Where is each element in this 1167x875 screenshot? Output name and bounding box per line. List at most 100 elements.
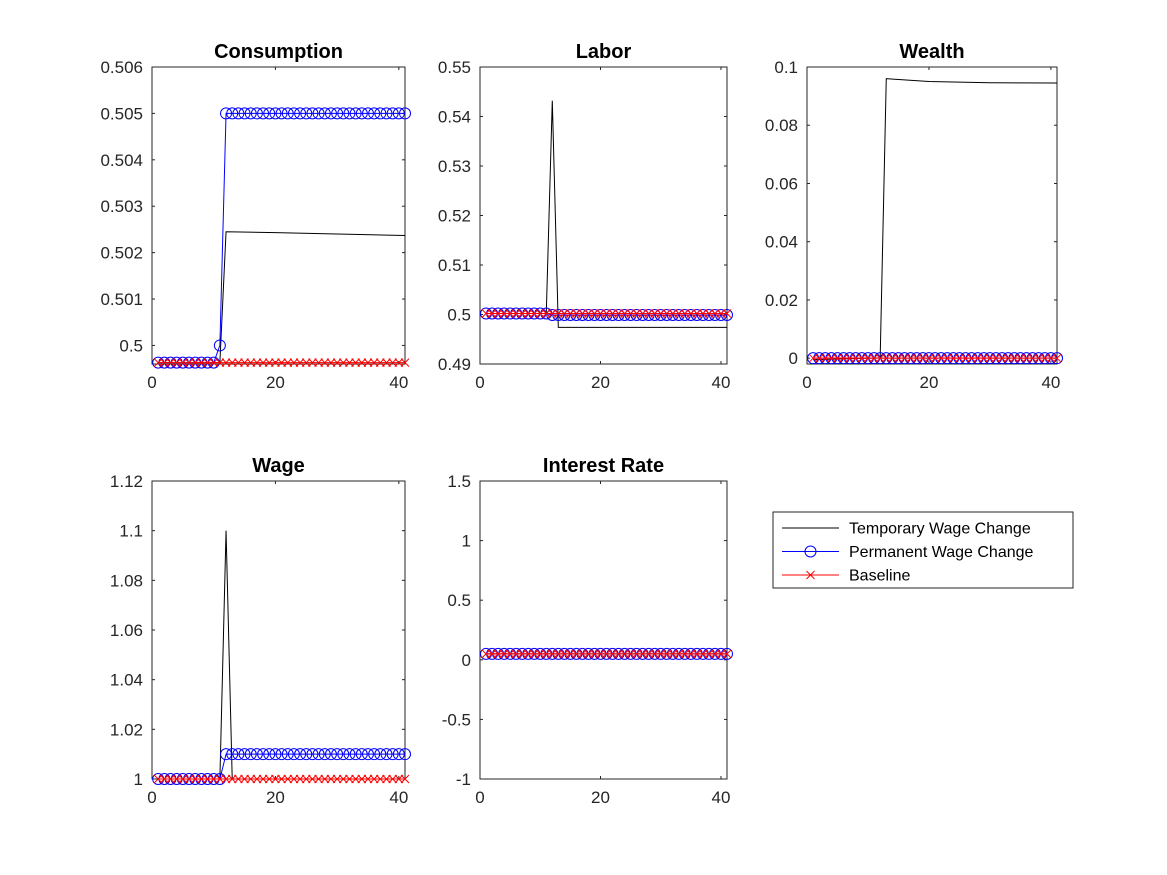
circle-marker bbox=[696, 308, 709, 321]
cross-marker bbox=[839, 353, 848, 363]
circle-marker bbox=[570, 308, 583, 321]
x-tick-label: 40 bbox=[389, 788, 408, 807]
x-tick-label: 40 bbox=[389, 373, 408, 392]
cross-marker bbox=[833, 353, 842, 363]
circle-marker bbox=[552, 308, 565, 321]
cross-marker bbox=[289, 358, 299, 367]
circle-marker bbox=[213, 339, 226, 352]
cross-marker bbox=[363, 358, 373, 367]
circle-marker bbox=[361, 107, 374, 120]
y-tick-label: 0.505 bbox=[100, 104, 143, 123]
cross-marker bbox=[845, 353, 855, 363]
y-tick-label: 0.08 bbox=[765, 116, 798, 135]
cross-marker bbox=[1046, 353, 1056, 363]
cross-marker bbox=[875, 353, 885, 363]
circle-marker bbox=[238, 748, 251, 761]
y-tick-label: 0.55 bbox=[438, 58, 471, 77]
cross-marker bbox=[955, 353, 964, 363]
circle-marker bbox=[250, 748, 263, 761]
cross-marker bbox=[375, 774, 385, 784]
circle-marker bbox=[678, 308, 691, 321]
circle-marker bbox=[318, 107, 331, 120]
circle-marker bbox=[654, 308, 667, 321]
circle-marker bbox=[337, 107, 350, 120]
y-tick-label: 1 bbox=[134, 770, 143, 789]
subplot-title: Wealth bbox=[899, 41, 964, 63]
y-tick-label: 0.504 bbox=[100, 151, 143, 170]
circle-marker bbox=[582, 308, 595, 321]
y-tick-label: 0.506 bbox=[100, 58, 143, 77]
cross-marker bbox=[857, 353, 867, 363]
circle-marker bbox=[324, 748, 337, 761]
circle-marker bbox=[343, 107, 356, 120]
cross-marker bbox=[375, 358, 385, 367]
cross-marker bbox=[1028, 353, 1037, 363]
axes-box bbox=[806, 66, 1058, 365]
y-tick-label: 0.06 bbox=[765, 174, 798, 193]
y-tick-label: 1.08 bbox=[110, 571, 143, 590]
circle-marker bbox=[281, 748, 294, 761]
circle-marker bbox=[306, 107, 319, 120]
legend-circle-marker bbox=[804, 545, 817, 558]
cross-marker bbox=[351, 774, 360, 784]
y-tick-label: 0.54 bbox=[438, 108, 471, 127]
axes-box bbox=[151, 480, 406, 780]
circle-marker bbox=[226, 748, 239, 761]
x-tick-label: 20 bbox=[591, 788, 610, 807]
cross-marker bbox=[258, 358, 268, 367]
cross-marker bbox=[338, 774, 348, 784]
cross-marker bbox=[184, 358, 194, 367]
cross-marker bbox=[209, 358, 219, 367]
cross-marker bbox=[918, 353, 928, 363]
cross-marker bbox=[215, 774, 225, 784]
y-tick-label: 1.02 bbox=[110, 720, 143, 739]
subplot-interest-rate: Interest Rate 0 20 40 -1 -0.5 0 0.5 1 1.5 bbox=[442, 455, 733, 807]
circle-marker bbox=[392, 107, 405, 120]
circle-marker bbox=[232, 107, 245, 120]
cross-marker bbox=[277, 358, 286, 367]
cross-marker bbox=[814, 353, 824, 363]
circle-marker bbox=[355, 748, 368, 761]
circle-marker bbox=[386, 748, 399, 761]
circle-marker bbox=[250, 107, 263, 120]
circle-marker bbox=[220, 748, 233, 761]
cross-marker bbox=[234, 774, 243, 784]
cross-marker bbox=[930, 353, 940, 363]
cross-marker bbox=[172, 774, 182, 784]
y-tick-label: -0.5 bbox=[442, 710, 471, 729]
cross-marker bbox=[345, 774, 354, 784]
cross-marker bbox=[172, 358, 182, 367]
x-tick-label: 40 bbox=[712, 373, 731, 392]
circle-marker bbox=[269, 107, 282, 120]
y-tick-label: 0.1 bbox=[774, 58, 798, 77]
cross-marker bbox=[863, 353, 873, 363]
subplot-wage: Wage 0 20 40 1 1.02 1.04 1.06 1.08 1.1 1.12 bbox=[110, 455, 411, 807]
y-tick-label: 0.49 bbox=[438, 355, 471, 374]
cross-marker bbox=[382, 358, 391, 367]
cross-marker bbox=[166, 774, 175, 784]
cross-marker bbox=[190, 358, 200, 367]
legend-cross-marker bbox=[806, 570, 815, 580]
cross-marker bbox=[369, 358, 379, 367]
cross-marker bbox=[1034, 353, 1044, 363]
y-tick-label: 0.5 bbox=[447, 591, 471, 610]
circle-marker bbox=[690, 308, 703, 321]
cross-marker bbox=[924, 353, 934, 363]
cross-marker bbox=[332, 358, 342, 367]
circle-marker bbox=[642, 308, 655, 321]
circle-marker bbox=[244, 748, 257, 761]
circle-marker bbox=[386, 107, 399, 120]
cross-marker bbox=[258, 774, 268, 784]
cross-marker bbox=[283, 358, 293, 367]
circle-marker bbox=[324, 107, 337, 120]
circle-marker bbox=[624, 308, 637, 321]
x-tick-label: 20 bbox=[591, 373, 610, 392]
circle-marker bbox=[269, 748, 282, 761]
circle-marker bbox=[666, 308, 679, 321]
cross-marker bbox=[227, 774, 237, 784]
cross-marker bbox=[906, 353, 916, 363]
cross-marker bbox=[869, 353, 879, 363]
cross-marker bbox=[320, 358, 330, 367]
cross-marker bbox=[991, 353, 1001, 363]
